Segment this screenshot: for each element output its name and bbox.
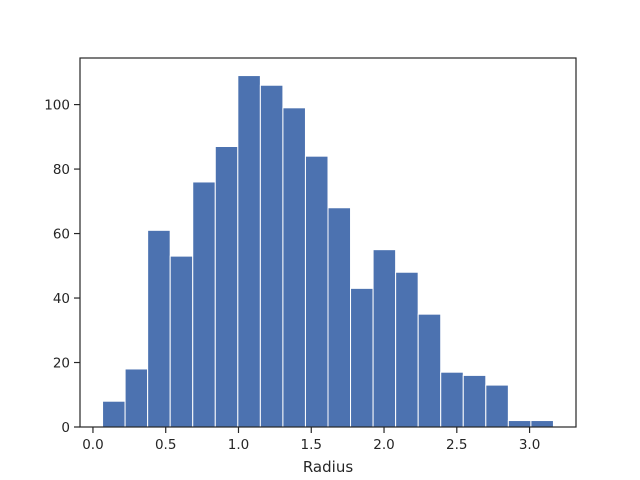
histogram-bar-10: [327, 207, 352, 428]
histogram-bar-1: [124, 368, 149, 428]
y-tick-label-5: 100: [44, 98, 70, 114]
histogram-bar-15: [440, 371, 464, 428]
histogram-bar-18: [507, 420, 532, 428]
bars-group: [102, 75, 554, 428]
histogram-bar-2: [147, 229, 171, 428]
y-axis-ticks: 0 20 40 60 80 100: [44, 98, 80, 436]
histogram-bar-17: [485, 384, 509, 428]
histogram-bar-14: [417, 313, 442, 428]
histogram-bar-6: [237, 75, 261, 428]
histogram-bar-3: [169, 255, 194, 428]
histogram-bar-0: [102, 400, 126, 428]
histogram-bar-8: [282, 107, 306, 428]
histogram-bar-9: [304, 155, 329, 428]
histogram-bar-16: [462, 374, 487, 428]
x-tick-label-3: 1.5: [301, 437, 322, 453]
x-tick-label-2: 1.0: [228, 437, 249, 453]
histogram-bar-13: [395, 271, 419, 428]
histogram-bar-4: [192, 181, 216, 428]
x-tick-label-6: 3.0: [519, 437, 540, 453]
histogram-bar-7: [259, 84, 284, 428]
y-tick-label-1: 20: [53, 356, 70, 372]
histogram-bar-11: [350, 287, 374, 428]
histogram-bar-12: [372, 249, 397, 428]
histogram-bar-5: [214, 146, 239, 428]
x-tick-label-4: 2.0: [373, 437, 394, 453]
y-tick-label-4: 80: [53, 162, 70, 178]
x-axis-ticks: 0.0 0.5 1.0 1.5 2.0 2.5 3.0: [82, 427, 540, 453]
y-tick-label-0: 0: [61, 420, 70, 436]
x-tick-label-0: 0.0: [82, 437, 103, 453]
plot-frame: [79, 57, 577, 428]
histogram-bar-19: [530, 420, 554, 428]
y-tick-label-2: 40: [53, 291, 70, 307]
x-tick-label-1: 0.5: [155, 437, 176, 453]
x-axis-label: Radius: [303, 458, 353, 476]
x-tick-label-5: 2.5: [446, 437, 467, 453]
y-tick-label-3: 60: [53, 227, 70, 243]
